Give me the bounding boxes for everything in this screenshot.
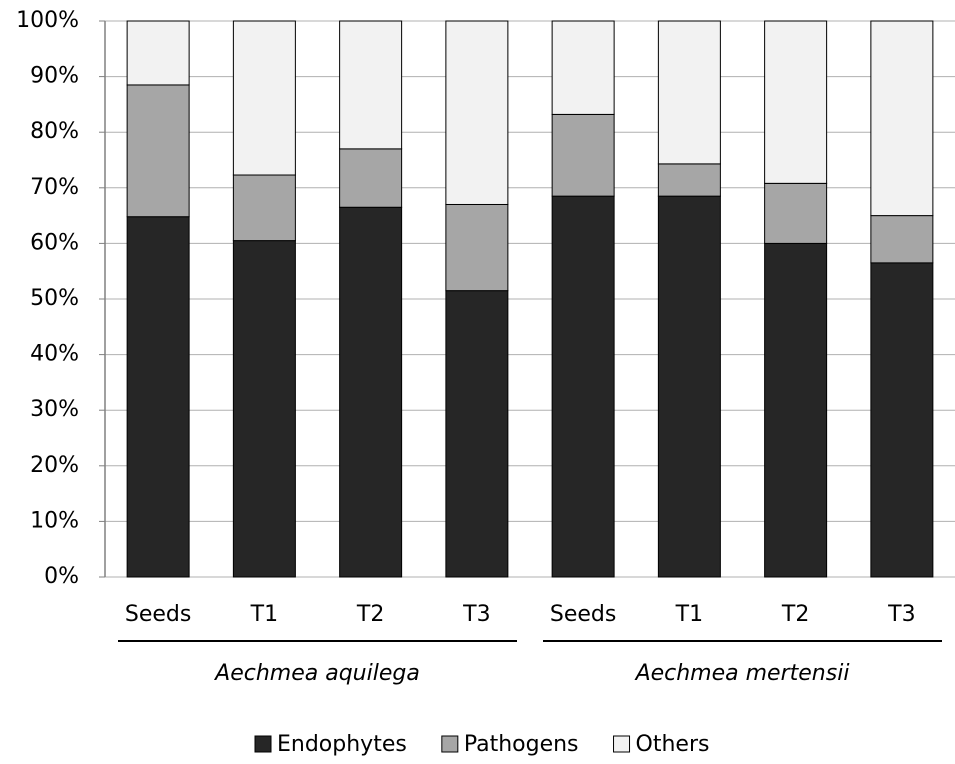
x-tick-label: T1 (675, 602, 703, 627)
x-tick-label: T1 (250, 602, 278, 627)
bar-segment (339, 20, 403, 150)
y-tick-label: 20% (30, 453, 79, 478)
x-tick-label: T2 (781, 602, 809, 627)
legend-label: Endophytes (277, 732, 407, 757)
bar-segment (232, 240, 296, 578)
group-label: Aechmea aquilega (213, 661, 420, 686)
bar-segment (445, 203, 509, 292)
y-tick-label: 0% (44, 564, 79, 589)
x-tick-label: T2 (356, 602, 384, 627)
y-tick-label: 10% (30, 508, 79, 533)
x-tick-label: T3 (887, 602, 915, 627)
legend-swatch (613, 735, 631, 753)
y-tick-label: 40% (30, 342, 79, 367)
y-tick-label: 100% (16, 8, 79, 33)
x-tick-label: T3 (462, 602, 490, 627)
y-tick-label: 50% (30, 286, 79, 311)
y-tick-label: 70% (30, 175, 79, 200)
bar-segment (445, 20, 509, 205)
bar-segment (232, 20, 296, 176)
legend-label: Pathogens (464, 732, 579, 757)
y-tick-label: 30% (30, 397, 79, 422)
bar-segment (126, 216, 190, 578)
bar-segment (339, 206, 403, 578)
x-tick-label: Seeds (550, 602, 616, 627)
bar-segment (445, 290, 509, 578)
bar-segment (339, 148, 403, 208)
legend-swatch (254, 735, 272, 753)
bar-segment (551, 113, 615, 197)
y-tick-label: 60% (30, 230, 79, 255)
bar-segment (551, 195, 615, 578)
bar-segment (657, 20, 721, 165)
bar-segment (657, 195, 721, 578)
bar-segment (870, 215, 934, 264)
x-tick-label: Seeds (125, 602, 191, 627)
legend-swatch (441, 735, 459, 753)
bar-segment (126, 20, 190, 86)
y-tick-label: 80% (30, 119, 79, 144)
group-label: Aechmea mertensii (634, 661, 850, 686)
y-tick-label: 90% (30, 64, 79, 89)
bar-segment (126, 84, 190, 218)
bar-segment (551, 20, 615, 115)
bar-segment (764, 242, 828, 578)
bar-segment (764, 20, 828, 184)
bar-segment (232, 174, 296, 242)
bar-segment (657, 163, 721, 197)
bar-segment (870, 262, 934, 578)
bar-segment (870, 20, 934, 217)
bar-segment (764, 182, 828, 244)
legend-label: Others (636, 732, 710, 757)
